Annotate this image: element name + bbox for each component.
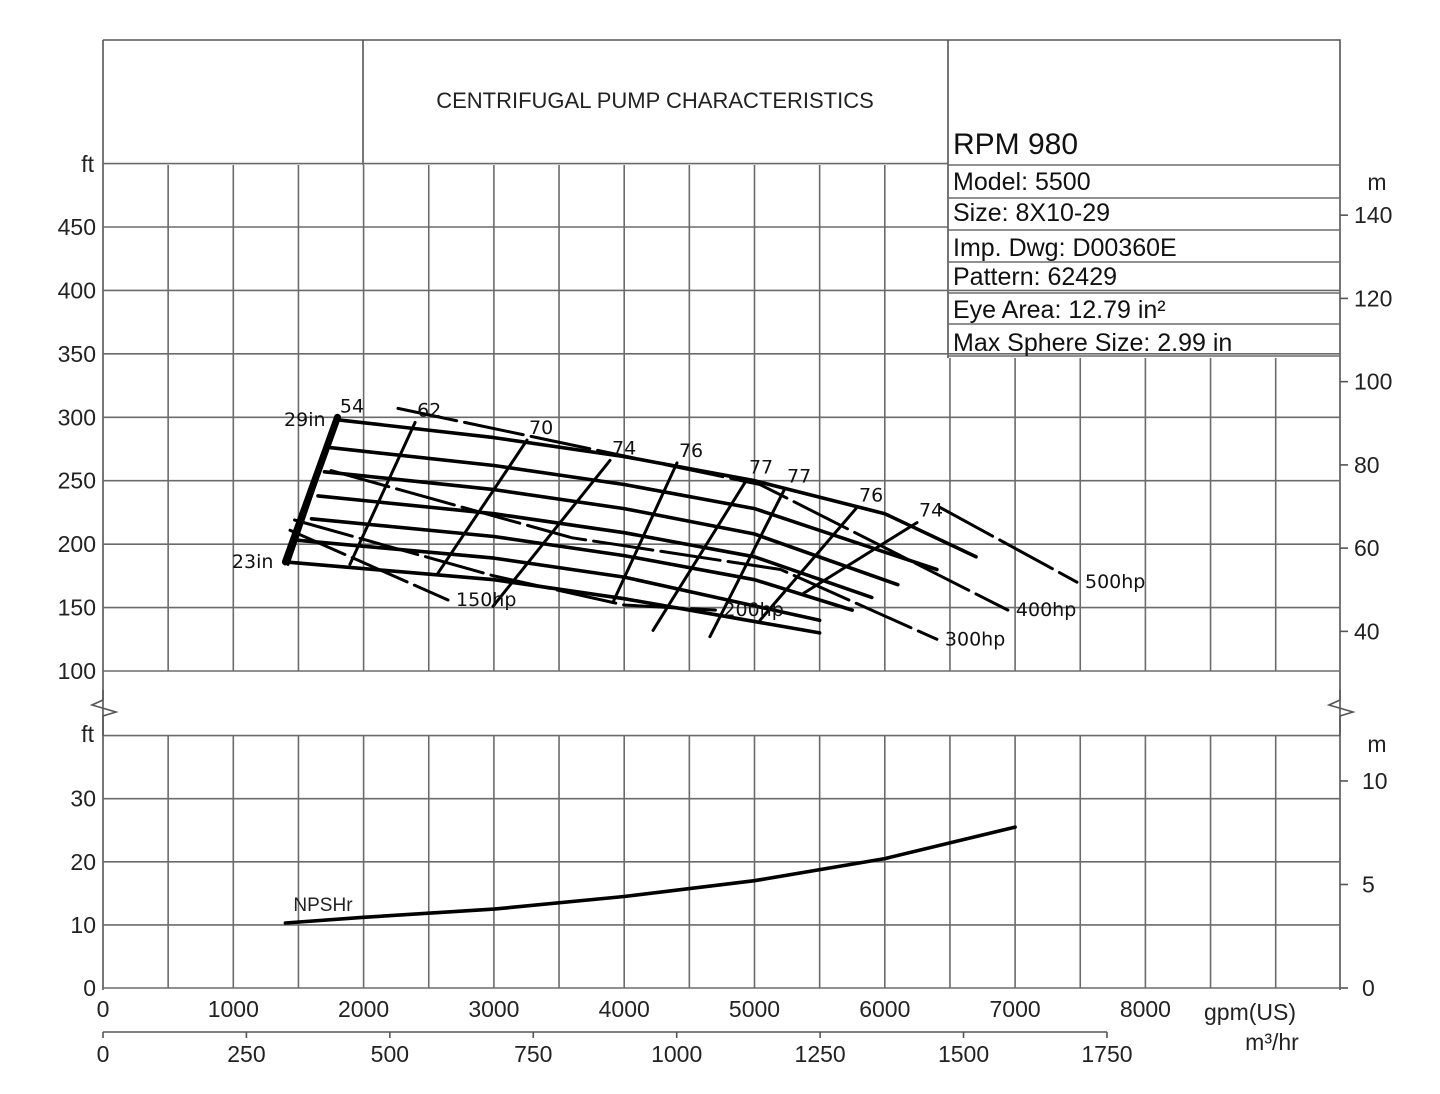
x-tick-label: 5000 xyxy=(729,996,780,1022)
impeller-curve xyxy=(322,469,900,587)
efficiency-label: 70 xyxy=(529,417,553,439)
efficiency-label: 54 xyxy=(340,396,364,418)
npsh-tick-label: 30 xyxy=(70,786,96,812)
x-tick-label: 3000 xyxy=(468,996,519,1022)
efficiency-line xyxy=(611,461,679,604)
power-line xyxy=(938,505,1079,584)
chart-marks xyxy=(281,406,1079,925)
npsh-tick-label: 10 xyxy=(70,912,96,938)
head-right-tick-label: 140 xyxy=(1354,202,1392,228)
info-max-sphere: Max Sphere Size: 2.99 in xyxy=(953,329,1232,357)
efficiency-line xyxy=(348,420,417,566)
info-size: Size: 8X10-29 xyxy=(953,199,1110,227)
x-tick-label: 1000 xyxy=(208,996,259,1022)
power-label: 500hp xyxy=(1085,571,1145,593)
info-eye-area: Eye Area: 12.79 in² xyxy=(953,296,1166,324)
x-axis-label: gpm(US) xyxy=(1204,999,1296,1025)
head-tick-label: 250 xyxy=(58,468,96,494)
x2-tick-label: 1000 xyxy=(651,1041,702,1067)
x-tick-label: 0 xyxy=(97,996,110,1022)
x2-tick-label: 250 xyxy=(227,1041,265,1067)
npshr-curve xyxy=(283,825,1017,925)
head-tick-label: 300 xyxy=(58,404,96,430)
npsh-right-tick-label: 5 xyxy=(1362,871,1375,897)
npshr-label: NPSHr xyxy=(293,895,353,916)
x-tick-label: 2000 xyxy=(338,996,389,1022)
x2-tick-label: 1500 xyxy=(938,1041,989,1067)
impeller-curve xyxy=(283,560,822,635)
chart-frame xyxy=(102,39,1341,990)
x2-tick-label: 500 xyxy=(371,1041,409,1067)
power-line xyxy=(396,406,1010,612)
power-line xyxy=(329,469,939,641)
head-axis-label: ft xyxy=(81,151,94,177)
npsh-right-tick-label: 0 xyxy=(1362,975,1375,1001)
power-label: 300hp xyxy=(945,628,1005,650)
npsh-right-tick-label: 10 xyxy=(1362,768,1388,794)
x2-tick-label: 750 xyxy=(514,1041,552,1067)
x-tick-label: 6000 xyxy=(859,996,910,1022)
impeller-curve xyxy=(329,445,939,572)
npsh-tick-label: 20 xyxy=(70,849,96,875)
impeller-diameter-label: 23in xyxy=(232,551,274,573)
efficiency-line xyxy=(651,477,749,632)
head-right-tick-label: 60 xyxy=(1354,535,1380,561)
head-tick-label: 450 xyxy=(58,214,96,240)
x2-axis-label: m³/hr xyxy=(1245,1029,1299,1055)
axis-break-right xyxy=(1326,690,1356,736)
efficiency-line xyxy=(435,438,529,577)
power-label: 200hp xyxy=(723,599,783,621)
x-tick-label: 7000 xyxy=(990,996,1041,1022)
power-line xyxy=(288,528,450,602)
efficiency-line xyxy=(801,521,919,596)
x-tick-label: 4000 xyxy=(599,996,650,1022)
head-tick-label: 100 xyxy=(58,658,96,684)
impeller-diameter-label: 29in xyxy=(284,409,326,431)
x-tick-label: 8000 xyxy=(1120,996,1171,1022)
info-rpm: RPM 980 xyxy=(953,128,1078,161)
impeller-curve xyxy=(316,494,874,600)
x2-tick-label: 0 xyxy=(97,1041,110,1067)
axis-break-left xyxy=(89,690,119,736)
grid xyxy=(89,39,1356,1038)
x2-tick-label: 1750 xyxy=(1081,1041,1132,1067)
efficiency-label: 76 xyxy=(679,440,703,462)
head-right-tick-label: 40 xyxy=(1354,618,1380,644)
power-label: 400hp xyxy=(1016,599,1076,621)
head-axis-right-label: m xyxy=(1367,169,1386,195)
head-right-tick-label: 120 xyxy=(1354,285,1392,311)
efficiency-label: 77 xyxy=(749,456,773,478)
efficiency-label: 74 xyxy=(919,500,943,522)
npsh-tick-label: 0 xyxy=(83,975,96,1001)
head-tick-label: 150 xyxy=(58,595,96,621)
efficiency-line xyxy=(286,417,340,566)
x2-tick-label: 1250 xyxy=(795,1041,846,1067)
npsh-axis-label: ft xyxy=(81,721,94,747)
head-tick-label: 200 xyxy=(58,531,96,557)
head-right-tick-label: 100 xyxy=(1354,369,1392,395)
power-line xyxy=(293,518,717,612)
power-label: 150hp xyxy=(456,589,516,611)
head-tick-label: 350 xyxy=(58,341,96,367)
efficiency-label: 74 xyxy=(612,437,636,459)
head-right-tick-label: 80 xyxy=(1354,452,1380,478)
efficiency-label: 62 xyxy=(417,399,441,421)
efficiency-label: 77 xyxy=(787,465,811,487)
chart-text: CENTRIFUGAL PUMP CHARACTERISTICS RPM 980… xyxy=(58,88,1393,1067)
chart-title: CENTRIFUGAL PUMP CHARACTERISTICS xyxy=(436,88,874,113)
npsh-axis-right-label: m xyxy=(1367,731,1386,757)
efficiency-line xyxy=(708,486,787,639)
efficiency-label: 76 xyxy=(859,484,883,506)
info-pattern: Pattern: 62429 xyxy=(953,263,1117,291)
head-tick-label: 400 xyxy=(58,277,96,303)
info-imp-dwg: Imp. Dwg: D00360E xyxy=(953,234,1177,262)
info-model: Model: 5500 xyxy=(953,168,1091,196)
